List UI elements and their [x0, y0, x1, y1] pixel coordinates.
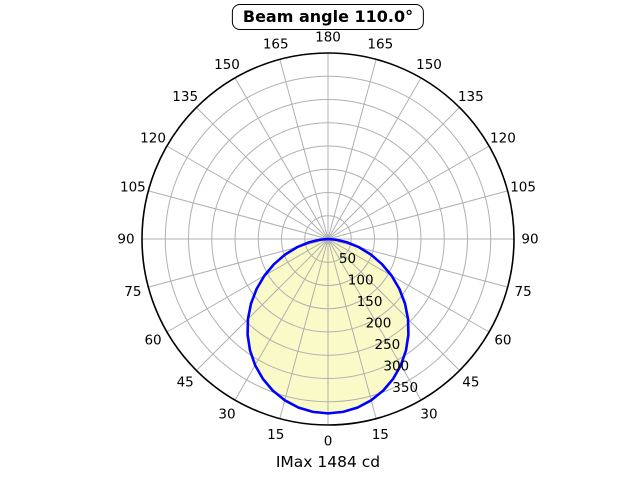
theta-grid-line [148, 190, 329, 240]
theta-tick-label: 0 [324, 434, 333, 450]
polar-outline [141, 52, 515, 426]
theta-tick-label: 60 [494, 333, 511, 349]
theta-tick-label: 75 [515, 284, 532, 300]
theta-tick-label: 90 [521, 232, 538, 248]
imax-label: IMax 1484 cd [275, 453, 381, 471]
theta-grid-line [327, 59, 377, 240]
theta-grid-line [327, 238, 460, 371]
theta-grid-line [166, 238, 329, 333]
r-tick-label: 250 [374, 337, 400, 353]
theta-tick-label: 135 [458, 89, 484, 105]
r-tick-label: 100 [348, 273, 374, 289]
r-tick-label: 150 [357, 294, 383, 310]
theta-grid-line [327, 238, 422, 401]
theta-grid-line [327, 190, 508, 240]
theta-tick-label: 90 [117, 232, 134, 248]
r-tick-label: 50 [339, 251, 356, 267]
theta-tick-label: 15 [267, 427, 284, 443]
beam-curve [246, 237, 410, 415]
theta-tick-label: 180 [315, 30, 341, 46]
theta-tick-label: 105 [510, 179, 536, 195]
theta-grid-line [327, 238, 377, 419]
theta-grid-line [196, 238, 329, 371]
theta-grid-line [327, 77, 422, 240]
theta-tick-label: 165 [367, 37, 393, 53]
theta-grid-line [234, 77, 329, 240]
theta-tick-label: 120 [490, 131, 516, 147]
theta-tick-label: 120 [140, 131, 166, 147]
theta-grid-line [327, 238, 490, 333]
chart-title: Beam angle 110.0° [242, 7, 414, 26]
theta-tick-label: 45 [177, 375, 194, 391]
theta-grid-line [279, 59, 329, 240]
theta-grid-line [234, 238, 329, 401]
theta-grid-line [166, 145, 329, 240]
theta-grid-line [327, 107, 460, 240]
theta-grid-line [279, 238, 329, 419]
chart-title-box: Beam angle 110.0° [231, 4, 425, 30]
theta-tick-label: 30 [420, 407, 437, 423]
r-tick-label: 300 [383, 359, 409, 375]
theta-tick-label: 75 [124, 284, 141, 300]
theta-tick-label: 45 [462, 375, 479, 391]
theta-tick-label: 165 [263, 37, 289, 53]
theta-tick-label: 30 [218, 407, 235, 423]
r-tick-label: 350 [392, 380, 418, 396]
theta-tick-label: 150 [214, 57, 240, 73]
theta-tick-label: 60 [144, 333, 161, 349]
r-tick-label: 200 [366, 316, 392, 332]
theta-tick-label: 135 [172, 89, 198, 105]
theta-tick-label: 15 [372, 427, 389, 443]
theta-grid-line [196, 107, 329, 240]
theta-tick-label: 150 [416, 57, 442, 73]
theta-grid-line [327, 145, 490, 240]
theta-tick-label: 105 [120, 179, 146, 195]
